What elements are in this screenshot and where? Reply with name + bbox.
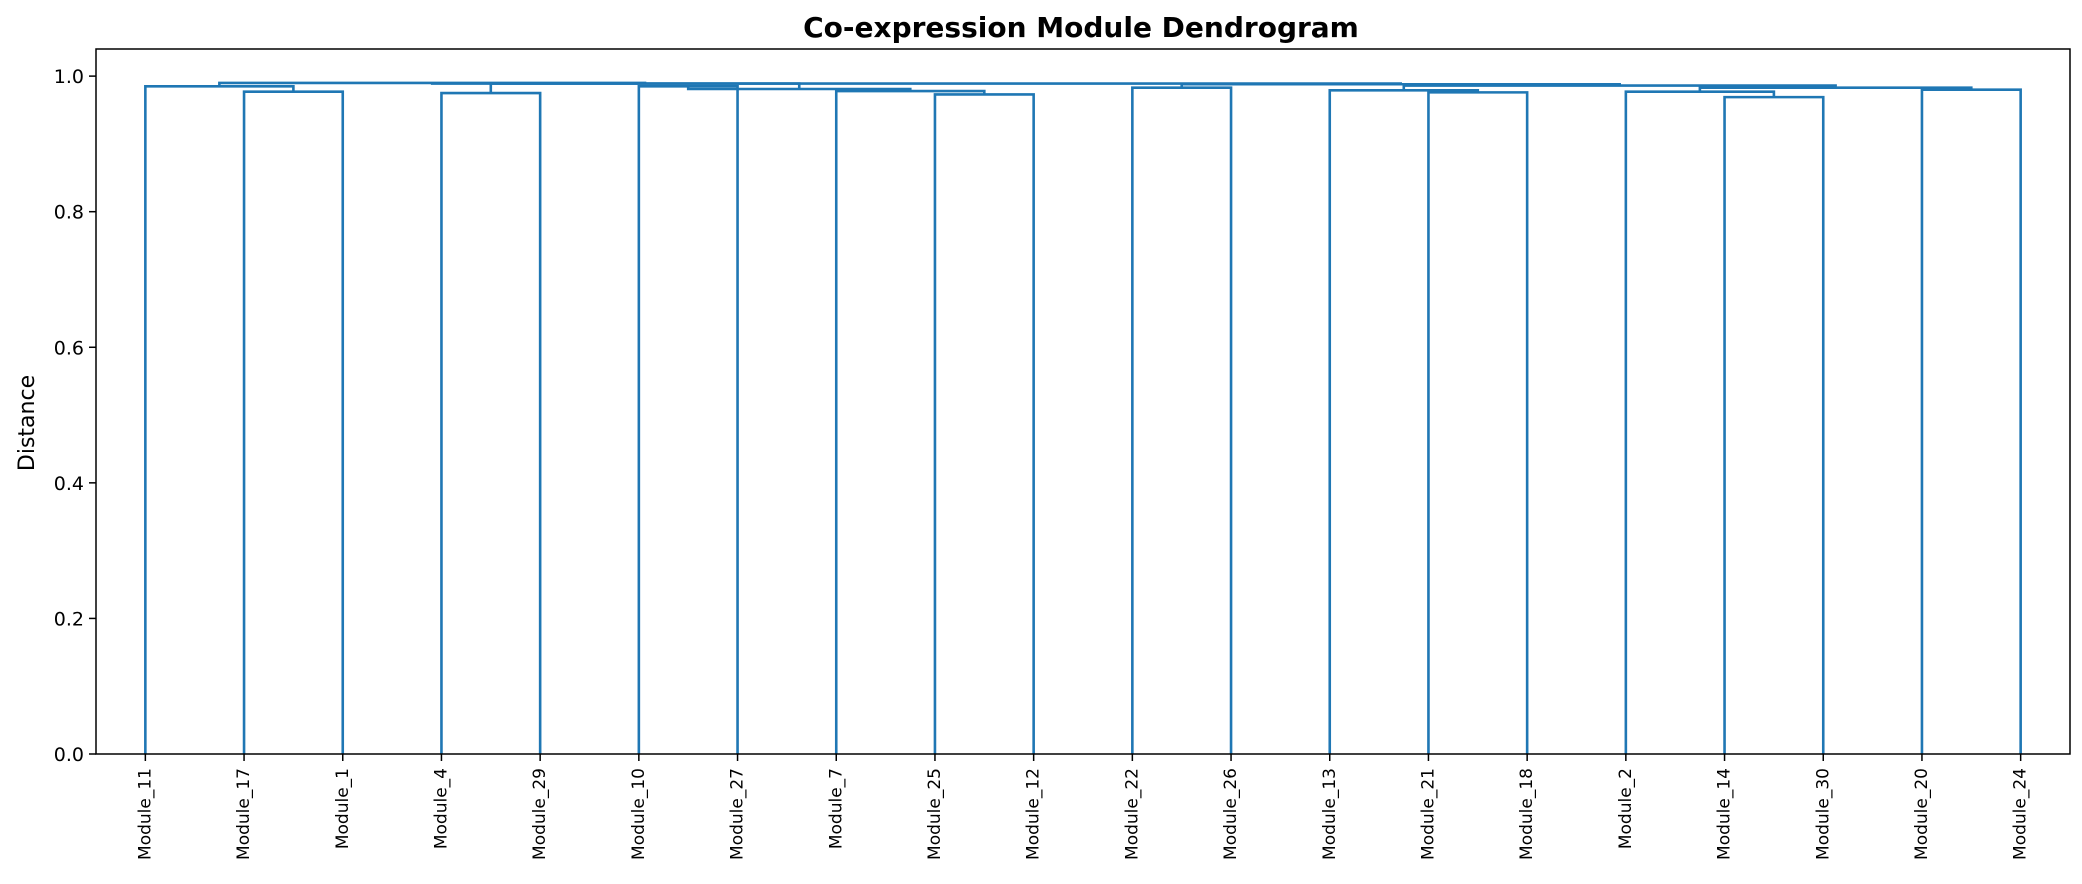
dendrogram-link	[933, 93, 1035, 754]
dendrogram-link	[834, 89, 986, 754]
y-tick-label: 0.0	[54, 744, 84, 766]
dendrogram-link	[686, 86, 912, 92]
y-axis: 0.0 0.2 0.4 0.6 0.8 1.0	[54, 66, 96, 766]
dendrogram-link	[1920, 88, 2022, 754]
dendrogram-link	[1328, 89, 1480, 754]
x-tick-label: Module_12	[1024, 768, 1044, 860]
x-tick-label: Module_11	[135, 768, 155, 860]
y-tick-label: 1.0	[54, 66, 84, 88]
x-tick-label: Module_4	[431, 768, 451, 849]
dendrogram-link	[637, 84, 739, 754]
y-tick-label: 0.4	[54, 473, 84, 495]
x-tick-label: Module_30	[1813, 768, 1833, 860]
x-tick-label: Module_27	[728, 768, 748, 860]
x-tick-label: Module_26	[1221, 768, 1241, 860]
x-tick-label: Module_14	[1715, 768, 1735, 860]
y-tick-label: 0.8	[54, 202, 84, 224]
plot-area-frame	[95, 48, 2071, 755]
dendrogram-link	[440, 91, 542, 754]
x-tick-label: Module_17	[234, 768, 254, 860]
dendrogram-link	[144, 84, 295, 754]
dendrogram-link	[1624, 90, 1776, 754]
x-tick-label: Module_24	[2011, 768, 2031, 860]
y-tick-label: 0.2	[54, 608, 84, 630]
x-tick-label: Module_1	[333, 768, 353, 849]
x-tick-label: Module_25	[925, 768, 945, 860]
dendrogram-link	[430, 82, 1402, 85]
chart-title: Co-expression Module Dendrogram	[803, 11, 1359, 44]
x-tick-label: Module_29	[530, 768, 550, 860]
dendrogram-link	[1723, 95, 1825, 754]
y-axis-label: Distance	[15, 375, 40, 471]
x-tick-label: Module_21	[1418, 768, 1438, 860]
dendrogram-link	[1402, 84, 1837, 91]
dendrogram-links	[144, 81, 2022, 754]
x-tick-label: Module_2	[1616, 768, 1636, 849]
x-tick-label: Module_18	[1517, 768, 1537, 860]
x-tick-label: Module_10	[629, 768, 649, 860]
y-tick-label: 0.6	[54, 337, 84, 359]
dendrogram-link	[1131, 86, 1233, 754]
dendrogram-link	[1427, 91, 1529, 754]
x-tick-label: Module_13	[1320, 768, 1340, 860]
dendrogram-link	[242, 90, 345, 754]
x-tick-label: Module_22	[1122, 768, 1142, 860]
x-tick-label: Module_20	[1912, 768, 1932, 860]
x-axis: Module_11 Module_17 Module_1 Module_4 Module…	[135, 754, 2031, 860]
x-tick-label: Module_7	[826, 768, 846, 849]
